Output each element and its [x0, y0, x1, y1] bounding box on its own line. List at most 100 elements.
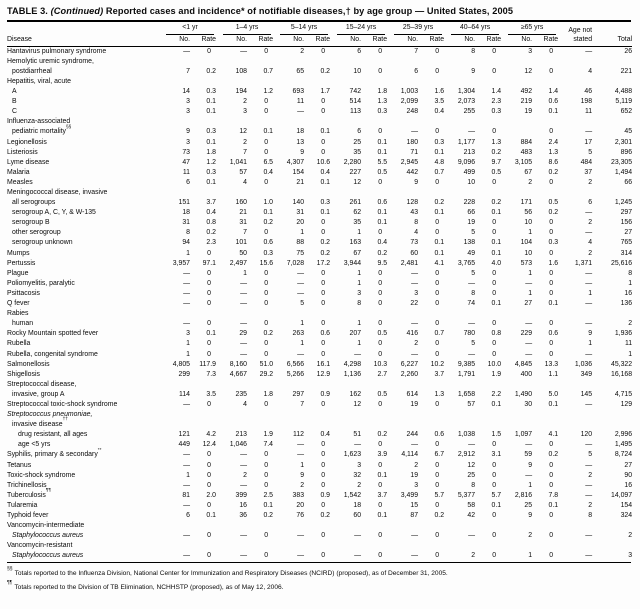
table-page: TABLE 3. (Continued) Reported cases and … — [7, 6, 633, 591]
count-cell-lt1: 18 — [182, 209, 190, 217]
count-cell-15-24: 207 — [349, 330, 362, 338]
disease-row: drug resistant, all ages 121 4.2 213 1.9 112 0… — [7, 430, 632, 440]
count-cell-65plus: 400 — [520, 370, 533, 378]
disease-label-cell: Tetanus — [7, 461, 159, 471]
count-cell-40-64: 138 — [463, 239, 476, 247]
rate-subheader: Rate — [418, 34, 445, 47]
disease-label: Rubella — [7, 340, 31, 348]
rate-cell-15-24: 3.9 — [377, 451, 388, 459]
disease-label-cell: Psittacosis — [7, 289, 159, 299]
count-cell-25-39: 19 — [410, 471, 419, 479]
count-cell-15-24: — — [354, 552, 362, 560]
count-cell-65plus: 1 — [528, 269, 533, 277]
count-cell-65plus: 1,490 — [514, 390, 533, 398]
disease-label: Listeriosis — [7, 148, 38, 156]
disease-label-cell: Mumps — [7, 249, 159, 259]
age-group-header: 1–4 yrs — [216, 23, 273, 35]
disease-label-cell: Meningococcal disease, invasive — [7, 188, 632, 198]
count-cell-15-24: 60 — [353, 512, 362, 519]
count-cell-lt1: 9 — [186, 128, 190, 136]
footnote-marker: §§ — [66, 124, 72, 130]
rate-cell-1-4: 0.2 — [263, 330, 274, 338]
count-cell-40-64: 5 — [471, 269, 476, 277]
count-cell-25-39: 15 — [410, 501, 419, 509]
rate-cell-1-4: 0.7 — [263, 67, 274, 75]
total-cell: 25,616 — [611, 259, 633, 267]
count-cell-15-24: 67 — [353, 249, 362, 257]
rate-cell-65plus: 0.5 — [548, 199, 559, 207]
disease-label: Rocky Mountain spotted fever — [7, 330, 99, 338]
rate-cell-65plus: 0 — [549, 512, 554, 519]
no-subheader: No. — [387, 34, 419, 47]
count-cell-25-39: — — [411, 350, 419, 358]
rate-cell-15-24: 0.4 — [377, 239, 388, 247]
rate-cell-5-14: 0 — [321, 148, 326, 156]
count-cell-65plus: 884 — [520, 138, 533, 146]
age-not-stated-cell: — — [585, 552, 593, 560]
rate-cell-40-64: 0.1 — [491, 300, 502, 308]
count-cell-5-14: — — [297, 269, 305, 277]
age-not-stated-cell: 120 — [580, 431, 593, 439]
rate-cell-15-24: 0 — [378, 229, 383, 237]
disease-label-cell: Measles — [7, 178, 159, 188]
rate-cell-5-14: 0.9 — [320, 390, 331, 398]
rate-subheader: Rate — [361, 34, 388, 47]
disease-row: Streptococcal toxic-shock syndrome — 0 4 0 7 0… — [7, 400, 632, 410]
rate-cell-65plus: 0 — [549, 320, 554, 328]
count-cell-65plus: 2 — [528, 178, 533, 186]
age-not-stated-cell: — — [585, 320, 593, 328]
rate-cell-15-24: 0.1 — [377, 471, 388, 479]
age-group-header: 40–64 yrs — [444, 23, 501, 35]
rate-cell-40-64: 0 — [492, 178, 497, 186]
total-cell: 2,301 — [614, 138, 633, 146]
disease-label-cell: Malaria — [7, 168, 159, 178]
disease-label: C — [12, 108, 17, 116]
count-cell-lt1: — — [183, 501, 190, 509]
count-cell-65plus — [501, 127, 532, 137]
rate-cell-5-14: 10.6 — [316, 158, 331, 166]
disease-row: Lyme disease 47 1.2 1,041 6.5 4,307 10.6 2,280 5… — [7, 158, 632, 168]
count-cell-25-39: 2,945 — [400, 158, 419, 166]
rate-cell-1-4: 1.0 — [263, 199, 274, 207]
count-cell-65plus: 9 — [528, 461, 533, 469]
disease-row: other serogroup 8 0.2 7 0 1 0 1 0 4 0 5 0 1 0 — 27 — [7, 228, 632, 238]
rate-cell-65plus: 0 — [549, 67, 554, 75]
disease-row: Typhoid fever 6 0.1 36 0.2 76 0.2 60 0.1 87 0.2 42 0… — [7, 511, 632, 521]
count-cell-5-14: 140 — [292, 199, 305, 207]
count-cell-15-24: 742 — [349, 88, 362, 96]
count-cell-25-39: 87 — [410, 512, 419, 519]
count-cell-40-64: 1,791 — [457, 370, 476, 378]
rate-cell-5-14: 16.1 — [316, 360, 331, 368]
rate-cell-lt1: 1.8 — [206, 148, 217, 156]
rate-cell-65plus: 0.2 — [548, 168, 559, 176]
count-cell-5-14: 7 — [300, 400, 305, 408]
rate-cell-1-4: 15.6 — [259, 259, 274, 267]
rate-cell-65plus: 0 — [549, 229, 554, 237]
age-not-stated-cell: — — [585, 532, 593, 540]
count-cell-25-39: 614 — [406, 390, 419, 398]
count-cell-25-39: 4 — [414, 229, 419, 237]
disease-label: Pertussis — [7, 259, 36, 267]
age-not-stated-cell: 4 — [588, 67, 593, 75]
rate-cell-5-14: 0 — [321, 108, 326, 116]
rate-cell-1-4: 29.2 — [259, 370, 274, 378]
disease-label: Hemolytic uremic syndrome, — [7, 57, 94, 65]
count-cell-1-4: 108 — [235, 67, 248, 75]
age-group-label: 15–24 yrs — [337, 23, 386, 35]
count-cell-5-14: — — [297, 441, 305, 449]
age-not-stated-cell: 5 — [588, 451, 593, 459]
count-cell-25-39: 3,499 — [400, 491, 419, 499]
age-not-stated-cell: 2 — [588, 219, 593, 227]
rate-cell-15-24: 0 — [378, 532, 383, 540]
count-cell-40-64: 10 — [467, 178, 476, 186]
rate-cell-15-24: 0 — [378, 481, 383, 489]
rate-cell-5-14: 0.3 — [320, 199, 331, 207]
rate-cell-5-14: 0 — [321, 229, 326, 237]
rate-cell-1-4: 6.5 — [263, 158, 274, 166]
rate-cell-lt1: 2.3 — [206, 239, 217, 247]
rate-cell-5-14: 0.2 — [320, 512, 331, 519]
rate-cell-40-64: 0 — [492, 512, 497, 519]
section-row: Rabies — [7, 309, 632, 319]
count-cell-40-64: 8 — [471, 47, 476, 55]
count-cell-65plus: — — [525, 350, 533, 358]
